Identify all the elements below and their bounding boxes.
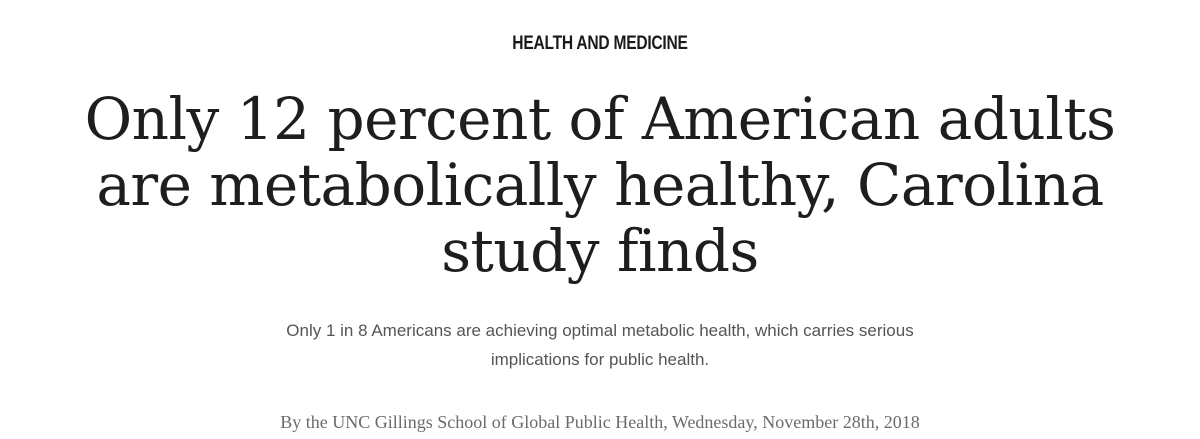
category-link[interactable]: HEALTH AND MEDICINE [512, 33, 688, 54]
article-subhead: Only 1 in 8 Americans are achieving opti… [286, 321, 914, 369]
article-byline: By the UNC Gillings School of Global Pub… [280, 412, 920, 432]
article-headline: Only 12 percent of American adults are m… [84, 85, 1116, 285]
